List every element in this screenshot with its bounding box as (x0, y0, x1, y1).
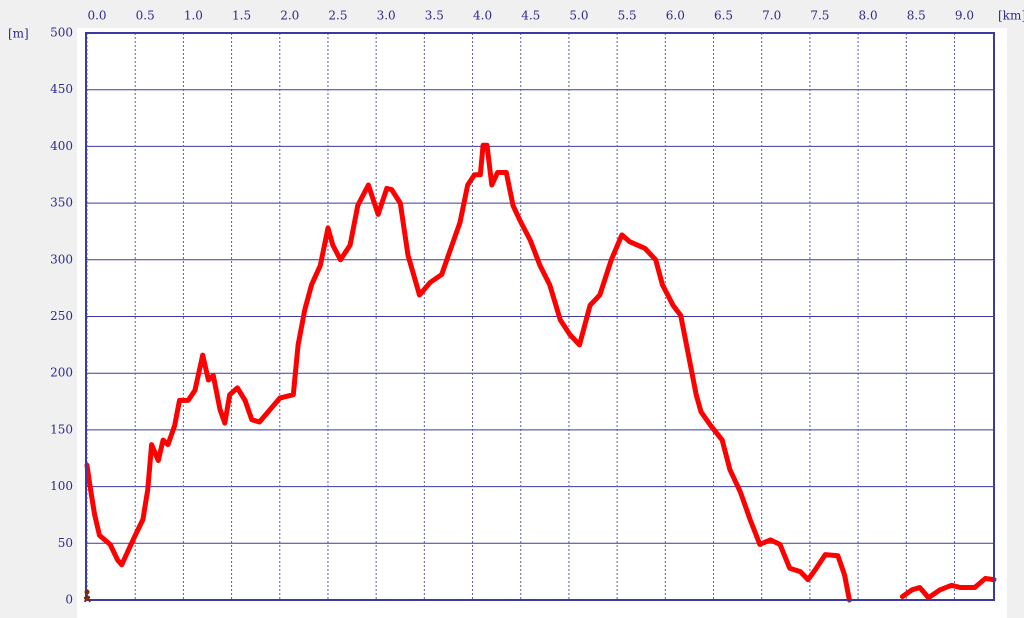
y-tick-label: 450 (50, 82, 73, 96)
x-tick-label: 0.0 (87, 9, 106, 23)
x-tick-label: 3.0 (377, 9, 396, 23)
y-tick-label: 350 (50, 196, 73, 210)
y-tick-label: 300 (50, 252, 73, 266)
x-tick-label: 7.5 (810, 9, 829, 23)
y-tick-label: 150 (50, 422, 73, 436)
x-tick-label: 7.0 (762, 9, 781, 23)
elevation-line (84, 142, 997, 603)
x-tick-label: 5.5 (618, 9, 637, 23)
y-unit: [m] (8, 27, 29, 41)
x-tick-label: 4.0 (473, 9, 492, 23)
x-tick-label: 0.5 (136, 9, 155, 23)
x-unit: [km] (998, 9, 1024, 23)
chart-background (77, 28, 1007, 618)
y-tick-label: 200 (50, 366, 73, 380)
x-tick-label: 5.0 (569, 9, 588, 23)
x-tick-label: 1.5 (232, 9, 251, 23)
y-tick-label: 500 (50, 26, 73, 40)
y-tick-label: 0 (65, 593, 73, 607)
x-tick-label: 8.5 (907, 9, 926, 23)
plot-border (85, 32, 995, 601)
x-tick-label: 2.0 (280, 9, 299, 23)
x-tick-label: 4.5 (521, 9, 540, 23)
y-tick-label: 400 (50, 139, 73, 153)
x-tick-label: 3.5 (425, 9, 444, 23)
y-tick-label: 100 (50, 479, 73, 493)
x-tick-label: 6.5 (714, 9, 733, 23)
x-tick-label: 9.0 (955, 9, 974, 23)
x-tick-label: 2.5 (328, 9, 347, 23)
y-tick-label: 50 (58, 536, 73, 550)
walker-icon (83, 589, 91, 603)
x-tick-label: 6.0 (666, 9, 685, 23)
y-tick-label: 250 (50, 309, 73, 323)
x-tick-label: 1.0 (184, 9, 203, 23)
x-tick-label: 8.0 (859, 9, 878, 23)
